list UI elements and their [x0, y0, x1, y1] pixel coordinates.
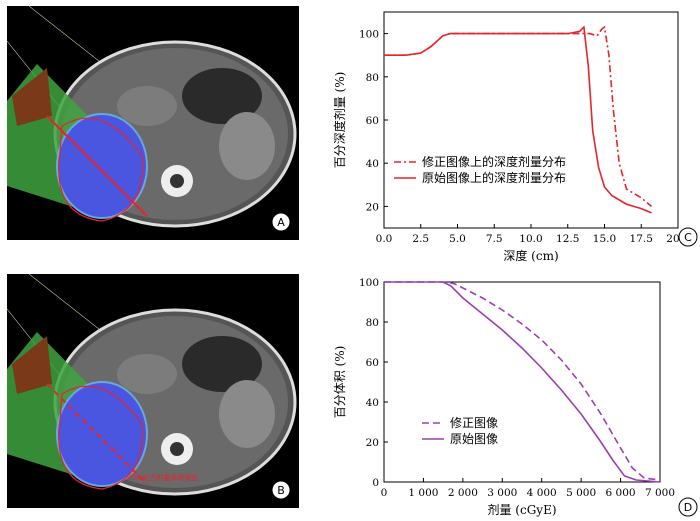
panel-label-b: B	[271, 480, 291, 500]
chart-d-y-tick-label: 100	[359, 277, 379, 289]
chart-c-x-tick-label: 15.0	[593, 233, 616, 245]
chart-d-y-tick-label: 0	[372, 477, 379, 489]
chart-d-x-tick-label: 1 000	[408, 487, 438, 499]
chart-d-x-tick-label: 0	[381, 487, 388, 499]
chart-d-plot-frame	[383, 281, 661, 483]
panel-label-c: C	[678, 227, 698, 247]
target-volume	[56, 113, 148, 219]
ct-scan-illustration-b: 95%处方剂量体积增加	[7, 274, 299, 508]
chart-d-x-axis-label: 剂量 (cGyE)	[487, 502, 556, 517]
chart-d-y-axis-label: 百分体积 (%)	[333, 346, 347, 419]
depth-line	[46, 115, 148, 217]
chart-d-x-tick-label: 4 000	[527, 487, 557, 499]
chart-c-x-tick-label: 5.0	[449, 233, 466, 245]
svg-text:D: D	[684, 501, 692, 514]
chart-d-group: 0 1 000 2 000 3 000 4 000 5 000 6 000 7 000 0 20 4…	[333, 277, 675, 517]
chart-c-x-tick-label: 0.0	[376, 233, 393, 245]
chart-c-y-axis-label: 百分深度剂量 (%)	[332, 72, 347, 169]
ct-image-panel-a: A	[7, 6, 299, 240]
panel-label-a: A	[271, 212, 291, 232]
chart-c-series-line-2	[384, 25, 652, 214]
chart-c-plot-frame	[383, 11, 679, 229]
chart-c-group: 0.0 2.5 5.0 7.5 10.0 12.5 15.0 17.5 20.0 20 40 60 80…	[332, 11, 690, 263]
chart-d-x-tick-label: 3 000	[487, 487, 517, 499]
chart-c-y-tick-label: 20	[366, 201, 379, 213]
chart-c-x-tick-label: 17.5	[630, 233, 653, 245]
chart-d-x-tick-label: 7 000	[645, 487, 675, 499]
chart-d-y-tick-label: 80	[366, 317, 379, 329]
ct-scan-illustration-a	[7, 6, 299, 240]
chart-c-legend-label-1: 修正图像上的深度剂量分布	[422, 154, 566, 169]
chart-d-y-tick-label: 60	[366, 357, 379, 369]
chart-d-y-tick-label: 40	[366, 397, 379, 409]
annotation-95-volume: 95%处方剂量体积增加	[127, 473, 199, 482]
chart-d-legend-label-2: 原始图像	[450, 432, 498, 446]
chart-d-x-tick-label: 5 000	[566, 487, 596, 499]
chart-d-series-line-1	[384, 281, 661, 481]
chart-c-x-tick-label: 2.5	[412, 233, 429, 245]
chart-c-x-tick-label: 10.0	[519, 233, 542, 245]
chart-d-x-tick-label: 6 000	[606, 487, 636, 499]
panel-label-d: D	[678, 497, 698, 517]
svg-text:B: B	[277, 484, 285, 497]
chart-c-x-tick-label: 20.0	[666, 233, 689, 245]
chart-d-y-tick-label: 20	[366, 437, 379, 449]
chart-c-x-tick-label: 7.5	[486, 233, 503, 245]
svg-text:A: A	[277, 216, 285, 229]
svg-text:C: C	[684, 231, 692, 244]
chart-c-y-tick-label: 40	[366, 158, 379, 170]
chart-c-series-line-1	[384, 25, 653, 208]
chart-c-x-axis-label: 深度 (cm)	[503, 248, 558, 263]
chart-d-legend-label-1: 修正图像	[450, 415, 498, 430]
chart-c-x-tick-label: 12.5	[556, 233, 579, 245]
ct-image-panel-b: 95%处方剂量体积增加 B	[7, 274, 299, 508]
chart-c-y-tick-label: 60	[366, 115, 379, 127]
chart-d-series-line-2	[384, 281, 661, 483]
chart-c-y-tick-label: 100	[359, 29, 379, 41]
chart-c-legend-label-2: 原始图像上的深度剂量分布	[422, 170, 566, 185]
chart-c-y-tick-label: 80	[366, 72, 379, 84]
chart-d-x-tick-label: 2 000	[448, 487, 478, 499]
